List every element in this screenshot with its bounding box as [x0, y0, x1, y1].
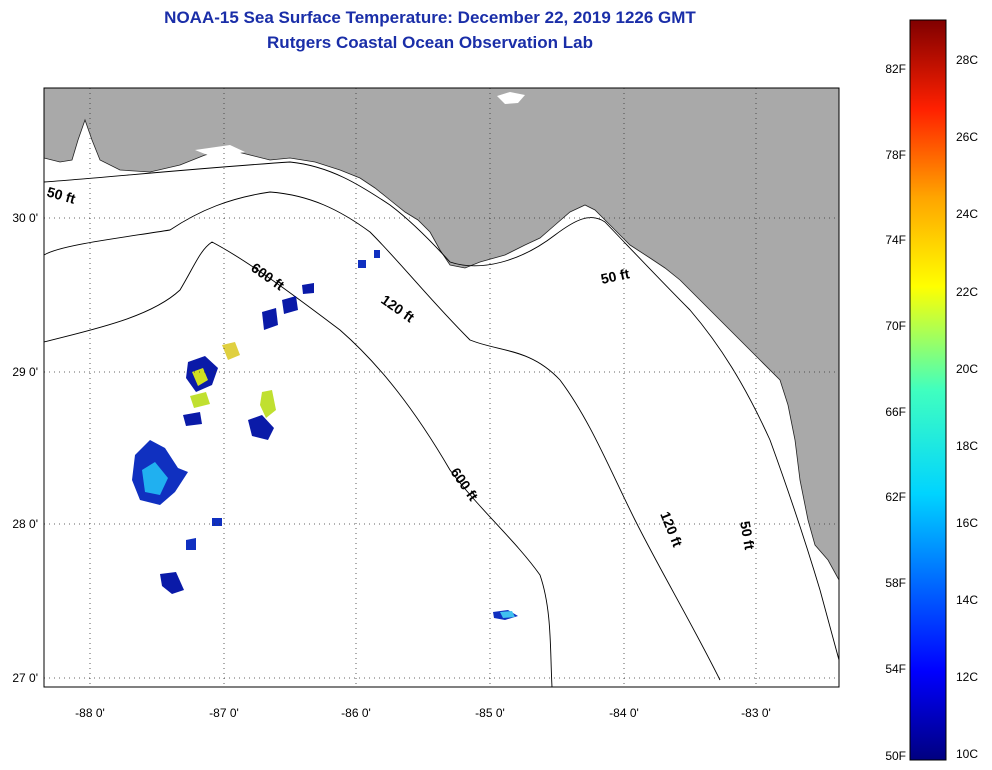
colorbar-c-label: 10C: [956, 747, 978, 761]
contour-label-50ft-east: 50 ft: [599, 265, 631, 287]
colorbar-c-label: 22C: [956, 285, 978, 299]
map-subtitle: Rutgers Coastal Ocean Observation Lab: [267, 33, 593, 52]
colorbar-f-label: 58F: [885, 576, 906, 590]
colorbar-f-label: 66F: [885, 405, 906, 419]
colorbar-c-label: 12C: [956, 670, 978, 684]
contour-600ft: [44, 241, 553, 687]
colorbar: [909, 19, 947, 761]
lat-label: 29 0': [12, 365, 38, 379]
colorbar-c-label: 18C: [956, 439, 978, 453]
colorbar-f-label: 82F: [885, 62, 906, 76]
map-border: [43, 87, 840, 688]
inland-bay: [497, 92, 525, 104]
contour-120ft: [44, 191, 721, 681]
sst-patches: [132, 250, 518, 620]
colorbar-c-label: 16C: [956, 516, 978, 530]
colorbar-c-label: 26C: [956, 130, 978, 144]
lon-label: -84 0': [609, 706, 639, 720]
contour-label-50ft-south: 50 ft: [737, 520, 758, 551]
contour-50ft: [44, 161, 839, 661]
colorbar-f-label: 54F: [885, 662, 906, 676]
contour-label-50ft-west: 50 ft: [45, 184, 77, 207]
colorbar-f-label: 62F: [885, 490, 906, 504]
land-mass: [44, 88, 839, 581]
colorbar-f-label: 70F: [885, 319, 906, 333]
colorbar-c-label: 14C: [956, 593, 978, 607]
lon-label: -85 0': [475, 706, 505, 720]
colorbar-f-label: 74F: [885, 233, 906, 247]
lon-label: -83 0': [741, 706, 771, 720]
lon-label: -88 0': [75, 706, 105, 720]
lon-label: -87 0': [209, 706, 239, 720]
map-title: NOAA-15 Sea Surface Temperature: Decembe…: [164, 8, 696, 27]
colorbar-f-label: 78F: [885, 148, 906, 162]
colorbar-c-label: 28C: [956, 53, 978, 67]
lat-label: 27 0': [12, 671, 38, 685]
colorbar-f-label: 50F: [885, 749, 906, 763]
lon-label: -86 0': [341, 706, 371, 720]
lat-label: 30 0': [12, 211, 38, 225]
lat-label: 28 0': [12, 517, 38, 531]
colorbar-c-label: 24C: [956, 207, 978, 221]
coastal-bay: [195, 145, 245, 158]
colorbar-c-label: 20C: [956, 362, 978, 376]
